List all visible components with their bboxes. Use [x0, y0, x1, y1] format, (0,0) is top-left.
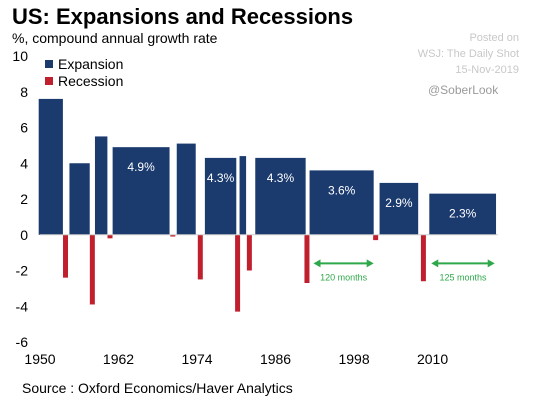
expansion-bar — [94, 136, 108, 235]
posted-credit: Posted on WSJ: The Daily Shot 15-Nov-201… — [418, 30, 519, 78]
chart-legend: Expansion Recession — [45, 55, 123, 89]
chart-title: US: Expansions and Recessions — [12, 4, 354, 29]
expansion-data-label: 4.9% — [127, 160, 155, 174]
expansion-bar — [309, 170, 374, 235]
legend-item-expansion: Expansion — [45, 55, 123, 72]
annotation-arrow-head — [366, 259, 374, 268]
expansion-bar — [38, 98, 63, 235]
expansion-data-label: 2.3% — [449, 207, 477, 221]
x-tick-label: 1986 — [260, 351, 291, 367]
expansion-bar — [204, 157, 237, 235]
expansion-data-label: 4.3% — [267, 171, 295, 185]
y-tick-label: 4 — [20, 155, 28, 171]
annotation-arrow-head — [313, 259, 321, 268]
expansion-data-label: 3.6% — [328, 183, 356, 197]
legend-swatch-recession — [45, 76, 53, 85]
twitter-handle: @SoberLook — [428, 83, 499, 97]
chart-subtitle: %, compound annual growth rate — [12, 30, 218, 46]
legend-label-expansion: Expansion — [58, 55, 124, 72]
recession-bar — [420, 234, 426, 282]
y-tick-label: -2 — [16, 263, 29, 279]
recession-bar — [89, 234, 95, 305]
x-tick-label: 2010 — [417, 351, 448, 367]
recession-bar — [63, 234, 69, 278]
y-tick-label: -6 — [16, 334, 29, 350]
legend-swatch-expansion — [45, 59, 53, 68]
recession-bar — [304, 234, 310, 284]
expansion-bar — [69, 163, 90, 235]
recession-bar — [246, 234, 252, 271]
expansion-data-label: 2.9% — [385, 196, 413, 210]
x-tick-label: 1962 — [103, 351, 134, 367]
expansion-bar — [255, 157, 306, 235]
legend-item-recession: Recession — [45, 72, 123, 89]
y-tick-label: 6 — [20, 120, 28, 136]
x-tick-label: 1998 — [338, 351, 369, 367]
x-tick-label: 1974 — [181, 351, 212, 367]
legend-label-recession: Recession — [58, 72, 124, 89]
posted-label: Posted on — [469, 32, 519, 44]
y-tick-label: 8 — [20, 84, 28, 100]
expansion-bar — [176, 143, 196, 235]
recession-bar — [170, 234, 176, 237]
posted-outlet: WSJ: The Daily Shot — [417, 48, 519, 60]
y-tick-label: 0 — [20, 227, 28, 243]
expansion-bar — [239, 156, 247, 235]
recession-bar — [235, 234, 241, 312]
recession-bar — [197, 234, 203, 280]
expansion-bar — [429, 193, 497, 235]
source-note: Source : Oxford Economics/Haver Analytic… — [22, 380, 293, 396]
expansion-data-label: 4.3% — [207, 171, 235, 185]
x-tick-label: 1950 — [24, 351, 55, 367]
expansion-bar — [112, 147, 170, 235]
recession-bar — [107, 234, 113, 239]
annotation-arrow-head — [431, 259, 439, 268]
annotation-label: 125 months — [439, 272, 487, 282]
y-tick-label: 10 — [12, 48, 28, 64]
annotation-arrow-head — [487, 259, 495, 268]
annotation-label: 120 months — [320, 272, 368, 282]
recession-bar — [373, 234, 379, 241]
y-tick-label: 2 — [20, 191, 28, 207]
plot-layer: -6 -4 -2 0 2 4 6 8 10 1950 1962 1974 1986 1998 2010 4.9… — [12, 48, 498, 367]
expansion-bar — [379, 182, 419, 235]
posted-date: 15-Nov-2019 — [455, 64, 519, 76]
y-tick-label: -4 — [16, 298, 29, 314]
